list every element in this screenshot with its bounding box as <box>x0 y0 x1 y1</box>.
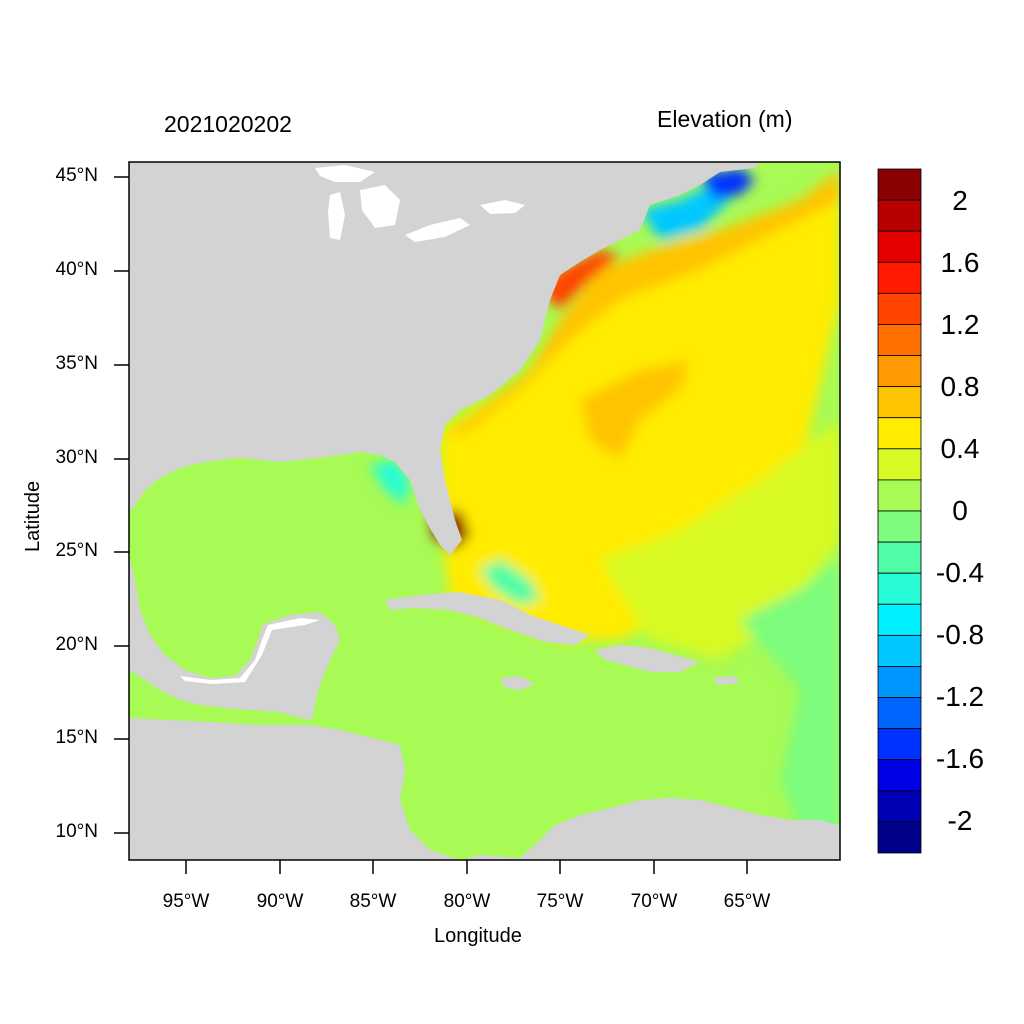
colorbar-swatch <box>877 572 922 605</box>
lat-tick-label: 25°N <box>55 540 98 561</box>
elevation-field <box>370 168 840 840</box>
map-variable-title: Elevation (m) <box>657 106 793 132</box>
cuba-land <box>385 592 590 645</box>
elevation-region-orange <box>440 170 840 440</box>
colorbar-swatch <box>877 448 922 481</box>
lat-tick-label: 10°N <box>55 821 98 842</box>
colorbar-swatch <box>877 510 922 543</box>
colorbar-swatch <box>877 634 922 667</box>
lat-tick-label: 20°N <box>55 634 98 655</box>
lon-tick-label: 90°W <box>256 891 304 912</box>
colorbar-label: 0 <box>952 495 968 526</box>
colorbar-label: -0.8 <box>935 619 985 650</box>
elevation-region-cyan <box>640 180 730 240</box>
lon-tick-label: 65°W <box>723 891 771 912</box>
colorbar-swatch <box>877 355 922 388</box>
lon-tick-label: 85°W <box>349 891 397 912</box>
north-america-land <box>129 162 760 555</box>
colorbar-swatch <box>877 168 922 201</box>
colorbar-swatch <box>877 230 922 263</box>
colorbar-swatch <box>877 292 922 325</box>
lat-tick-label: 15°N <box>55 727 98 748</box>
colorbar-label: 2 <box>952 185 968 216</box>
colorbar-swatch <box>877 324 922 356</box>
colorbar-label: -1.2 <box>935 681 985 712</box>
elevation-region-bahamas-shelf <box>480 560 540 605</box>
south-america-land <box>460 798 840 860</box>
yucatan-coast-outline <box>180 618 320 684</box>
puerto-rico-land <box>712 676 740 685</box>
land-mass <box>129 162 840 860</box>
colorbar-label: 1.6 <box>940 247 980 278</box>
lake-huron <box>360 185 400 228</box>
lat-tick-label: 45°N <box>55 165 98 186</box>
jamaica-land <box>500 676 535 690</box>
lon-tick-label: 75°W <box>536 891 584 912</box>
colorbar-label: 0.8 <box>940 371 980 402</box>
lake-maracaibo-land <box>612 810 632 850</box>
colorbar-label: -2 <box>947 805 973 836</box>
colorbar <box>877 168 922 854</box>
colorbar-label: -0.4 <box>935 557 985 588</box>
colorbar-label: -1.6 <box>935 743 985 774</box>
hispaniola-land <box>595 645 700 672</box>
elevation-region-orange-blob <box>580 360 690 460</box>
lat-tick-label: 40°N <box>55 259 98 280</box>
colorbar-label: 1.2 <box>940 309 980 340</box>
colorbar-swatch <box>877 728 922 761</box>
colorbar-swatch <box>877 479 922 512</box>
lon-tick-label: 80°W <box>443 891 491 912</box>
plot-frame <box>128 161 841 861</box>
elevation-region-florida-bend <box>370 460 410 505</box>
x-axis-label: Longitude <box>434 925 522 947</box>
elevation-region-red-coast <box>540 250 620 310</box>
map-plot-area <box>129 162 840 860</box>
lat-tick-label: 30°N <box>55 447 98 468</box>
map-date-title: 2021020202 <box>164 111 292 137</box>
colorbar-swatch <box>877 666 922 698</box>
axis-ticks <box>114 176 748 874</box>
colorbar-swatch <box>877 759 922 792</box>
lat-tick-label: 35°N <box>55 353 98 374</box>
elevation-region-green <box>740 560 840 840</box>
colorbar-swatch <box>877 417 922 450</box>
colorbar-swatch <box>877 697 922 730</box>
colorbar-swatch <box>877 261 922 294</box>
lake-erie <box>405 218 470 242</box>
lon-tick-label: 95°W <box>162 891 210 912</box>
central-america-land <box>129 718 460 860</box>
colorbar-label: 0.4 <box>940 433 980 464</box>
colorbar-swatch <box>877 603 922 636</box>
mexico-land <box>129 555 340 720</box>
colorbar-swatch <box>877 386 922 419</box>
lon-tick-label: 70°W <box>630 891 678 912</box>
colorbar-swatch <box>877 821 922 854</box>
great-lakes <box>315 165 525 242</box>
colorbar-swatch <box>877 541 922 574</box>
colorbar-swatch <box>877 790 922 823</box>
lake-michigan <box>328 192 345 240</box>
lake-ontario <box>480 200 525 214</box>
colorbar-swatch <box>877 199 922 232</box>
lake-superior <box>315 165 375 182</box>
